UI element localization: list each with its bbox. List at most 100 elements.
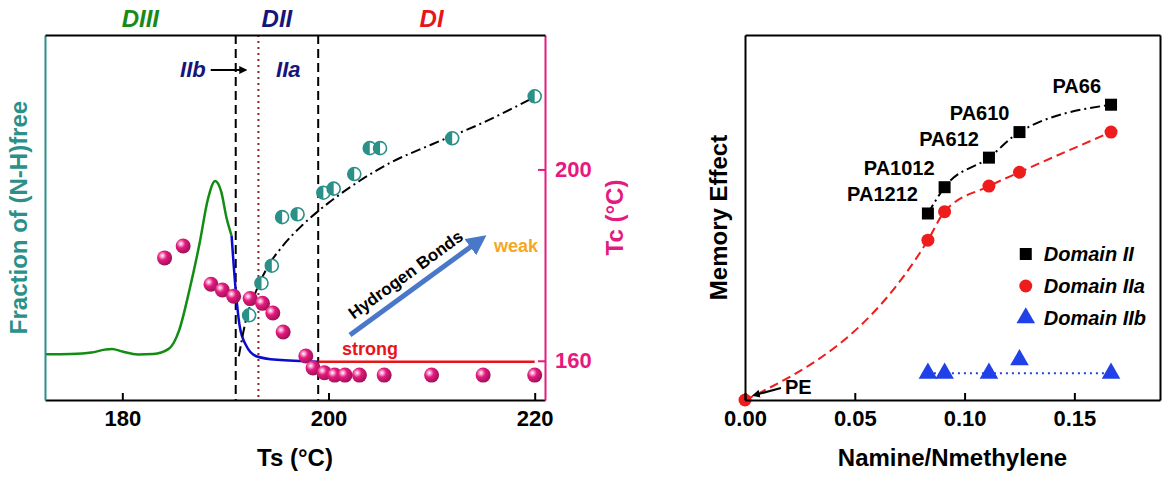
y-axis	[745, 36, 746, 401]
tick-mark	[854, 393, 856, 400]
marker-square	[922, 207, 934, 219]
label-arrow	[755, 388, 781, 395]
point	[1010, 349, 1029, 365]
subregion-arrow	[211, 69, 244, 71]
point	[921, 234, 934, 247]
marker-half	[255, 277, 262, 290]
point-label: PA1212	[847, 183, 918, 205]
marker-ring	[291, 208, 304, 221]
y2-axis-title: Tc (°C)	[601, 180, 628, 256]
marker-sphere	[352, 368, 367, 383]
point	[265, 259, 278, 272]
panel: PA1212PA1012PA612PA610PA66PE0.000.050.10…	[705, 36, 1161, 472]
point	[327, 182, 340, 195]
marker-half	[317, 186, 324, 199]
marker-ring	[327, 182, 340, 195]
point	[935, 363, 954, 379]
legend-marker	[1016, 307, 1035, 323]
tick-label: 0.05	[834, 406, 877, 431]
point	[982, 180, 995, 193]
marker-triangle	[919, 363, 938, 379]
annotation-label: Hydrogen Bonds	[345, 227, 467, 323]
marker-circle	[921, 234, 934, 247]
frame-top	[746, 35, 1161, 36]
point	[226, 289, 241, 304]
point-labels: PA1212PA1012PA612PA610PA66PE	[755, 75, 1101, 398]
marker-sphere	[377, 368, 392, 383]
point-label: PA1012	[864, 157, 935, 179]
marker-square	[1105, 99, 1117, 111]
tick: 0.15	[1053, 393, 1096, 431]
tick: 0.05	[834, 393, 877, 431]
marker-half	[348, 168, 355, 181]
point-label: PA66	[1052, 75, 1101, 97]
axis-line	[745, 36, 747, 401]
axis-line	[46, 400, 546, 402]
point	[243, 309, 256, 322]
marker-ring	[255, 277, 268, 290]
tick: 200	[538, 157, 592, 182]
series-line	[239, 97, 535, 356]
legend-label: Domain IIa	[1044, 275, 1145, 297]
marker-ring	[528, 90, 541, 103]
x-axis: 180 200 220	[46, 393, 554, 431]
series-line	[318, 360, 534, 363]
tick-label: 180	[104, 406, 141, 431]
marker-sphere	[527, 368, 542, 383]
marker-circle	[938, 205, 951, 218]
point	[348, 168, 361, 181]
axis-line	[746, 35, 1161, 37]
legend-entry: Domain IIb	[1016, 307, 1146, 329]
x-axis: 0.00 0.05 0.10 0.15	[724, 393, 1160, 431]
point	[157, 250, 172, 265]
point	[527, 368, 542, 383]
annotation-label: strong	[342, 339, 398, 359]
point	[1105, 99, 1117, 111]
point	[377, 368, 392, 383]
axis-line	[545, 36, 547, 401]
marker-triangle	[1016, 307, 1035, 323]
marker-half	[291, 208, 298, 221]
point	[265, 305, 280, 320]
point	[1013, 166, 1026, 179]
marker-sphere	[338, 368, 353, 383]
point	[983, 152, 995, 164]
tick: 200	[311, 393, 348, 431]
series-line	[45, 181, 232, 354]
point	[176, 238, 191, 253]
subregion-label: IIa	[276, 57, 300, 82]
x-axis-title: Ts (°C)	[257, 444, 333, 471]
x-axis-title: Namine/Nmethylene	[838, 444, 1067, 471]
tick-label: 220	[517, 406, 554, 431]
axis-line	[46, 35, 546, 37]
region-label: DII	[262, 5, 294, 32]
region-label: DIII	[122, 5, 161, 32]
tick-label: 0.00	[724, 406, 767, 431]
marker-sphere	[226, 289, 241, 304]
tick-label: 160	[555, 348, 592, 373]
tick-mark	[122, 393, 124, 400]
tick-label: 0.10	[944, 406, 987, 431]
tick: 180	[104, 393, 141, 431]
annotation-arrow	[350, 240, 480, 335]
point	[424, 368, 439, 383]
point	[276, 211, 289, 224]
marker-ring	[446, 132, 459, 145]
tick-label: 200	[555, 157, 592, 182]
subregion-label: IIb	[180, 57, 206, 82]
point	[1102, 363, 1121, 379]
point	[291, 208, 304, 221]
tick-mark	[964, 393, 966, 400]
point	[1013, 126, 1025, 138]
tick-mark	[538, 169, 545, 171]
boundary-line	[257, 35, 259, 400]
marker-square	[983, 152, 995, 164]
marker-sphere	[424, 368, 439, 383]
annotation-label: weak	[493, 236, 539, 256]
marker-square	[939, 181, 951, 193]
tick: 0.10	[944, 393, 987, 431]
marker-triangle	[935, 363, 954, 379]
point-label: PA612	[919, 128, 979, 150]
tick-mark	[328, 393, 330, 400]
marker-half	[363, 142, 370, 155]
